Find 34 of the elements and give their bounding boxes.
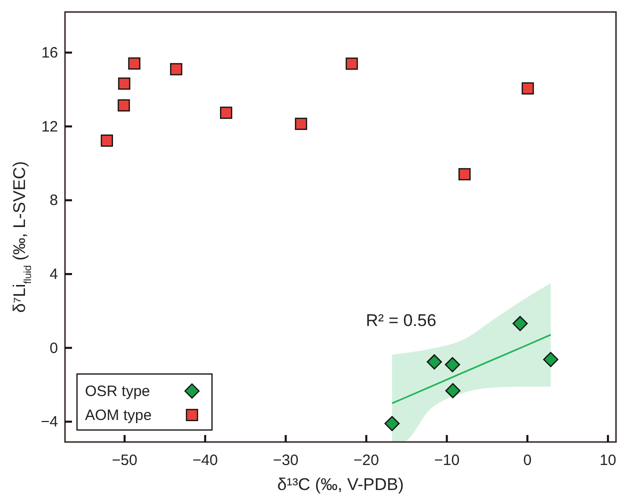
- point: [445, 383, 460, 398]
- point: [426, 354, 442, 370]
- point: [100, 134, 113, 147]
- point: [128, 57, 140, 70]
- x-tick-label: 10: [600, 452, 616, 469]
- point: [384, 416, 400, 432]
- point: [118, 78, 130, 90]
- annotation: R² = 0.56: [366, 310, 436, 330]
- line-series: [391, 334, 552, 404]
- y-tick-label: 16: [41, 44, 58, 62]
- point: [522, 82, 534, 95]
- point: [118, 99, 130, 112]
- point: [346, 58, 358, 70]
- y-tick-label: 0: [50, 340, 58, 357]
- y-tick-label: 12: [41, 118, 58, 136]
- legend-label: AOM type: [85, 407, 152, 424]
- y-tick-label: −4: [40, 414, 58, 431]
- x-axis-title: δ¹³C (‰, V-PDB): [277, 475, 404, 494]
- point: [294, 118, 308, 130]
- y-tick-label: 4: [50, 266, 58, 284]
- point: [543, 352, 558, 368]
- point: [170, 63, 182, 76]
- point: [458, 168, 471, 180]
- x-tick-label: −50: [112, 452, 138, 469]
- point: [220, 106, 232, 119]
- x-tick-label: −30: [272, 452, 298, 469]
- x-tick-label: −40: [192, 452, 218, 469]
- x-tick-label: 0: [523, 452, 532, 469]
- legend-label: OSR type: [85, 383, 150, 400]
- y-tick-label: 8: [50, 192, 58, 210]
- point: [444, 357, 460, 372]
- point: [512, 316, 528, 332]
- x-tick-label: −20: [354, 452, 380, 469]
- x-tick-label: −10: [434, 452, 460, 469]
